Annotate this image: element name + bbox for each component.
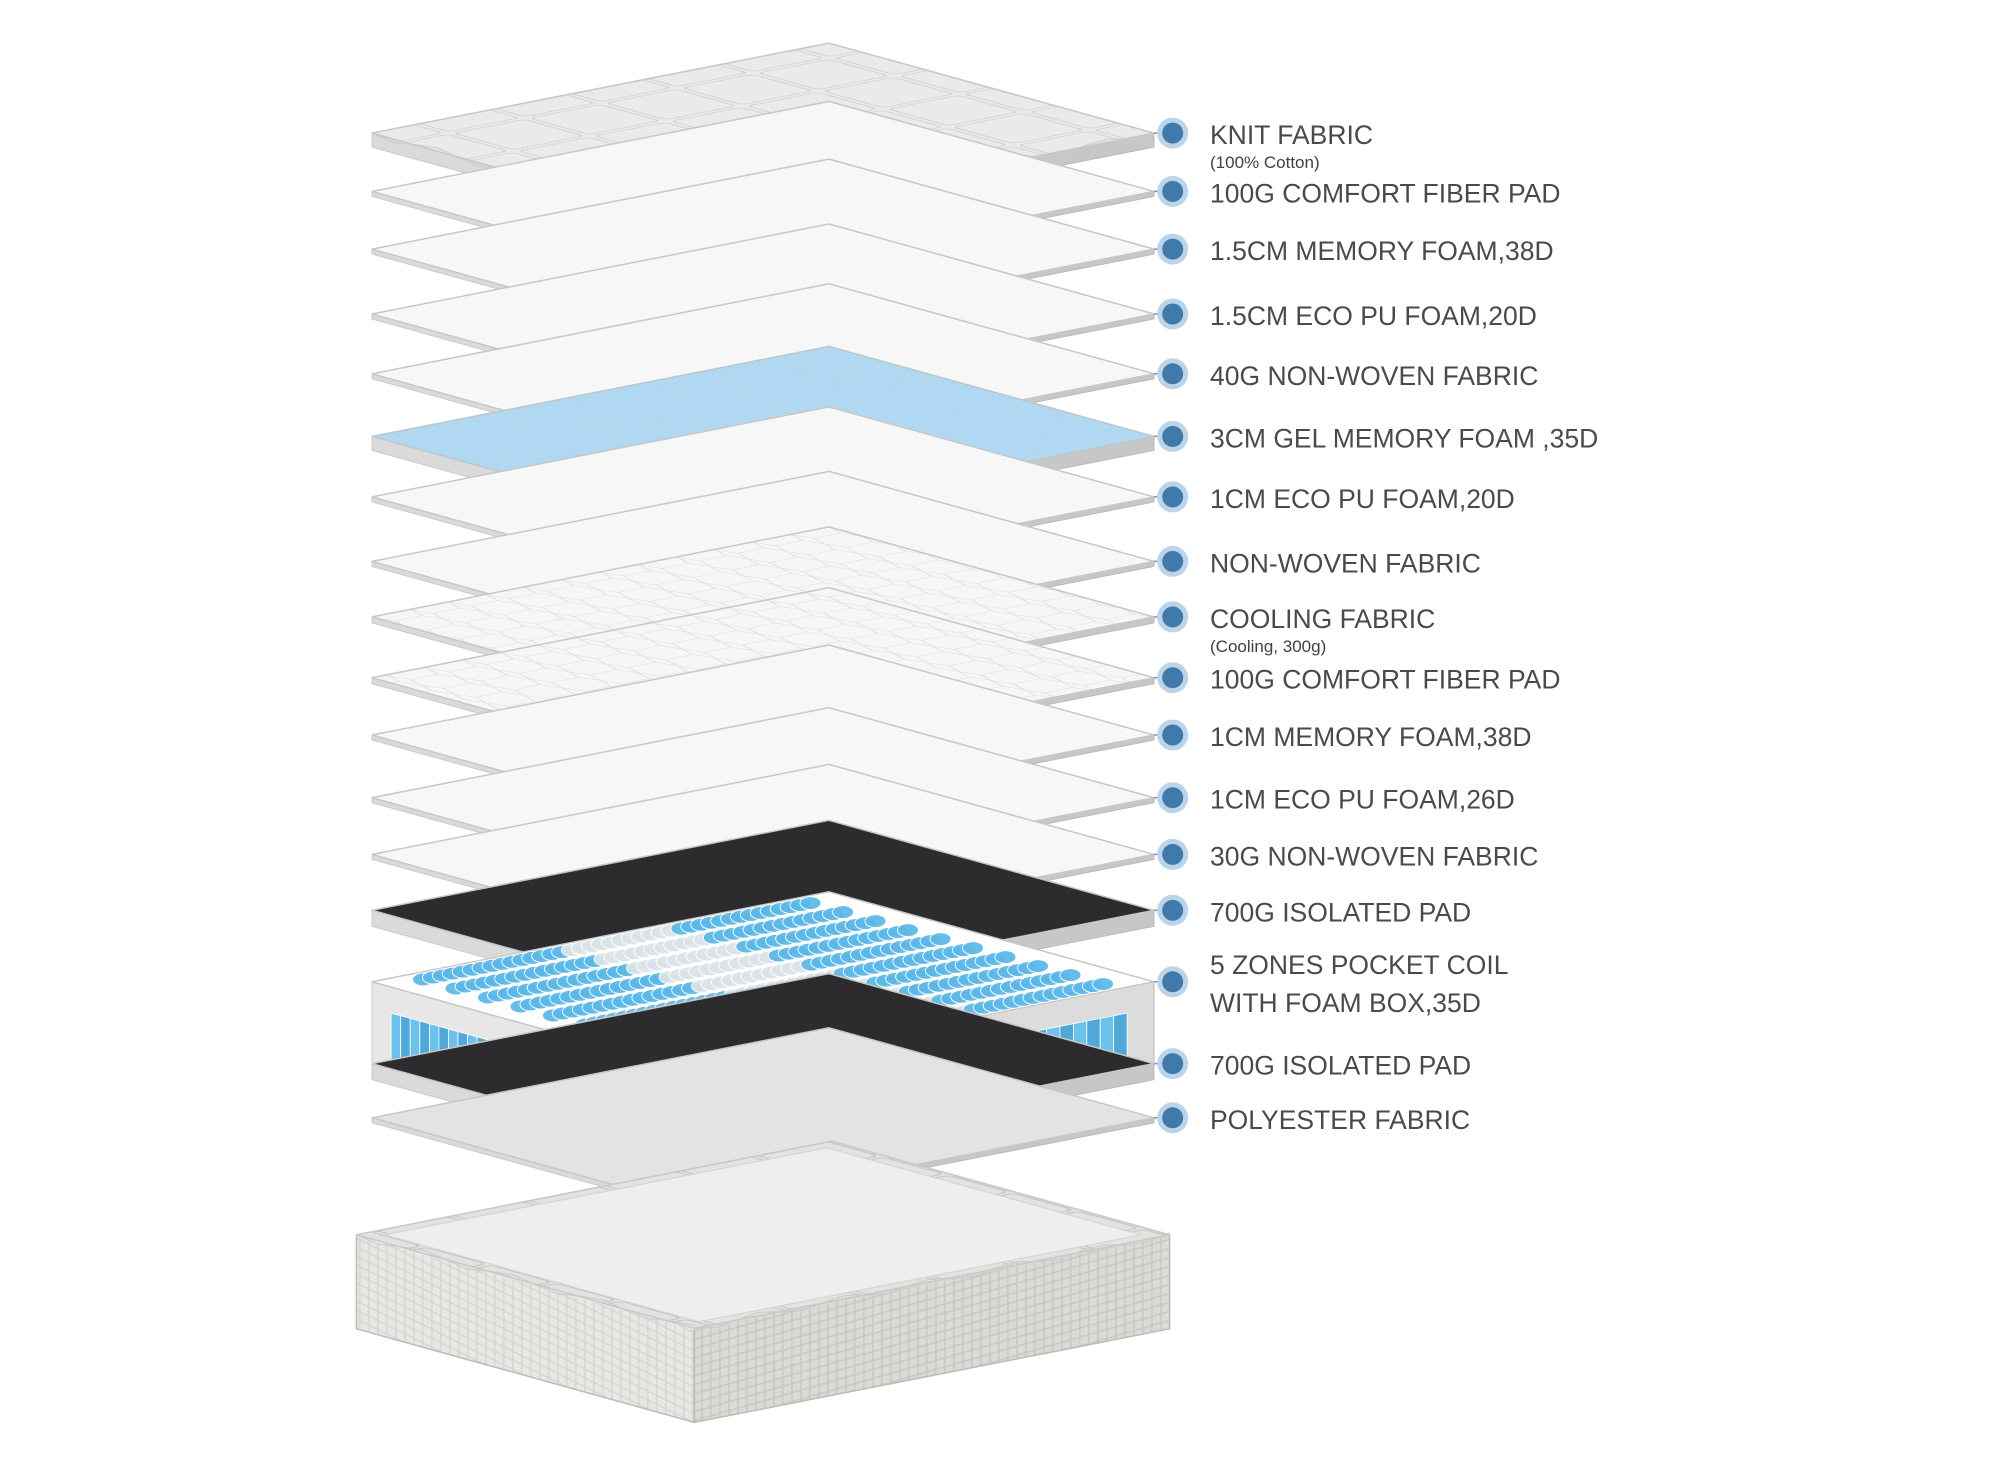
svg-text:1.5CM ECO PU FOAM,20D: 1.5CM ECO PU FOAM,20D <box>1210 301 1537 331</box>
svg-text:POLYESTER FABRIC: POLYESTER FABRIC <box>1210 1105 1470 1135</box>
svg-text:(Cooling, 300g): (Cooling, 300g) <box>1210 637 1326 656</box>
svg-text:1CM ECO PU FOAM,20D: 1CM ECO PU FOAM,20D <box>1210 484 1515 514</box>
svg-text:700G ISOLATED PAD: 700G ISOLATED PAD <box>1210 897 1471 927</box>
svg-text:1.5CM MEMORY FOAM,38D: 1.5CM MEMORY FOAM,38D <box>1210 236 1554 266</box>
svg-text:(100% Cotton): (100% Cotton) <box>1210 153 1320 172</box>
svg-text:KNIT FABRIC: KNIT FABRIC <box>1210 120 1373 150</box>
svg-text:30G NON-WOVEN FABRIC: 30G NON-WOVEN FABRIC <box>1210 841 1538 871</box>
svg-text:3CM GEL MEMORY FOAM ,35D: 3CM GEL MEMORY FOAM ,35D <box>1210 423 1598 453</box>
svg-text:700G ISOLATED PAD: 700G ISOLATED PAD <box>1210 1051 1471 1081</box>
svg-text:1CM ECO PU FOAM,26D: 1CM ECO PU FOAM,26D <box>1210 785 1515 815</box>
svg-text:5 ZONES POCKET COIL: 5 ZONES POCKET COIL <box>1210 950 1508 980</box>
svg-text:100G COMFORT FIBER PAD: 100G COMFORT FIBER PAD <box>1210 665 1560 695</box>
svg-text:1CM MEMORY FOAM,38D: 1CM MEMORY FOAM,38D <box>1210 722 1532 752</box>
svg-text:NON-WOVEN FABRIC: NON-WOVEN FABRIC <box>1210 548 1481 578</box>
svg-text:100G COMFORT FIBER PAD: 100G COMFORT FIBER PAD <box>1210 178 1560 208</box>
svg-text:COOLING FABRIC: COOLING FABRIC <box>1210 604 1435 634</box>
svg-text:WITH FOAM BOX,35D: WITH FOAM BOX,35D <box>1210 988 1481 1018</box>
svg-text:40G NON-WOVEN FABRIC: 40G NON-WOVEN FABRIC <box>1210 361 1538 391</box>
